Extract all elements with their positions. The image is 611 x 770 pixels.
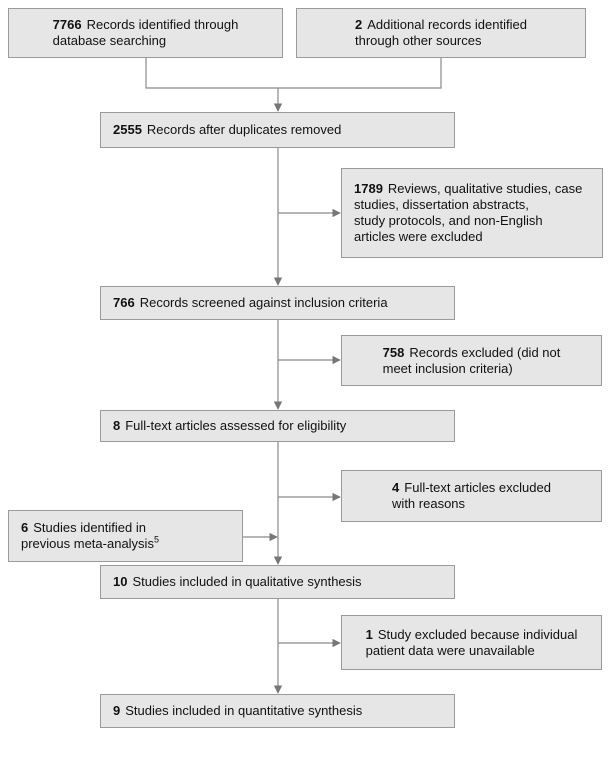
flow-box: 758 Records excluded (did not meet inclusi…: [341, 335, 602, 386]
count: 6: [21, 520, 29, 535]
box-text: 9 Studies included in quantitative synthe…: [113, 703, 362, 719]
box-text: 4 Full-text articles excluded with reasons: [392, 480, 551, 512]
text-line: study protocols, and non-English: [354, 213, 582, 229]
flow-box: 1789 Reviews, qualitative studies, case st…: [341, 168, 603, 258]
label: Studies included in qualitative synthesi…: [132, 574, 362, 589]
label: Records identified through: [86, 17, 239, 32]
text-line: 7766 Records identified through: [53, 17, 239, 33]
count: 9: [113, 703, 121, 718]
label: study protocols, and non-English: [354, 213, 543, 228]
label: studies, dissertation abstracts,: [354, 197, 529, 212]
flow-box: 10 Studies included in qualitative synthe…: [100, 565, 455, 599]
text-line: 9 Studies included in quantitative synthe…: [113, 703, 362, 719]
label: Records screened against inclusion crite…: [139, 295, 388, 310]
count: 2555: [113, 122, 142, 137]
label: Records excluded (did not: [409, 344, 561, 360]
label: meet inclusion criteria): [382, 360, 513, 376]
text-line: 10 Studies included in qualitative synthe…: [113, 574, 362, 590]
label: Additional records identified: [367, 17, 527, 32]
label: Reviews, qualitative studies, case: [387, 181, 583, 196]
text-line: studies, dissertation abstracts,: [354, 197, 582, 213]
text-line: 1 Study excluded because individual: [366, 627, 578, 643]
box-text: 1789 Reviews, qualitative studies, case st…: [354, 181, 582, 245]
text-line: 6 Studies identified in: [21, 520, 159, 536]
count: 2: [355, 17, 363, 32]
label: Studies included in quantitative synthes…: [125, 703, 363, 718]
count: 8: [113, 418, 121, 433]
text-line: previous meta-analysis5: [21, 534, 159, 552]
flow-box: 4 Full-text articles excluded with reasons: [341, 470, 602, 522]
label: database searching: [52, 33, 167, 48]
flow-box: 7766 Records identified through database s…: [8, 8, 283, 58]
count: 1789: [354, 181, 383, 196]
text-line: 1789 Reviews, qualitative studies, case: [354, 181, 582, 197]
label: Study excluded because individual: [377, 626, 578, 642]
count: 1: [365, 626, 373, 642]
text-line: database searching: [53, 33, 239, 49]
text-line: 4 Full-text articles excluded: [392, 480, 551, 496]
text-line: 2555 Records after duplicates removed: [113, 122, 341, 138]
box-text: 6 Studies identified in previous meta-anal…: [21, 520, 159, 552]
flow-box: 2555 Records after duplicates removed: [100, 112, 455, 148]
count: 4: [392, 480, 400, 495]
count: 10: [113, 574, 128, 589]
count: 758: [382, 344, 405, 360]
box-text: 766 Records screened against inclusion cr…: [113, 295, 388, 311]
text-line: meet inclusion criteria): [383, 361, 561, 377]
label: through other sources: [355, 33, 482, 48]
text-line: with reasons: [392, 496, 551, 512]
text-line: 8 Full-text articles assessed for eligibi…: [113, 418, 346, 434]
flow-box: 1 Study excluded because individual patien…: [341, 615, 602, 670]
label: patient data were unavailable: [365, 642, 535, 658]
merge-line: [145, 58, 442, 89]
label: Full-text articles excluded: [404, 480, 551, 495]
reference: 5: [153, 534, 159, 545]
text-line: through other sources: [355, 33, 527, 49]
text-line: 766 Records screened against inclusion cr…: [113, 295, 388, 311]
flow-box: 9 Studies included in quantitative synthe…: [100, 694, 455, 728]
box-text: 8 Full-text articles assessed for eligibi…: [113, 418, 346, 434]
label: Records after duplicates removed: [146, 122, 342, 137]
label: Studies identified in: [33, 520, 146, 535]
label: with reasons: [392, 496, 466, 511]
label: articles were excluded: [354, 229, 483, 244]
count: 7766: [52, 17, 82, 32]
box-text: 7766 Records identified through database s…: [53, 17, 239, 49]
box-text: 2 Additional records identified through ot…: [355, 17, 527, 49]
text-line: 2 Additional records identified: [355, 17, 527, 33]
flow-box: 8 Full-text articles assessed for eligibi…: [100, 410, 455, 442]
text-line: articles were excluded: [354, 229, 582, 245]
label: Full-text articles assessed for eligibil…: [125, 418, 347, 433]
text-line: 758 Records excluded (did not: [383, 345, 561, 361]
text-line: patient data were unavailable: [366, 643, 578, 659]
box-text: 2555 Records after duplicates removed: [113, 122, 341, 138]
flow-box: 766 Records screened against inclusion cr…: [100, 286, 455, 320]
box-text: 758 Records excluded (did not meet inclusi…: [383, 345, 561, 377]
box-text: 10 Studies included in qualitative synthe…: [113, 574, 362, 590]
count: 766: [113, 295, 135, 310]
label: previous meta-analysis: [21, 536, 154, 551]
box-text: 1 Study excluded because individual patien…: [366, 627, 578, 659]
flow-box: 6 Studies identified in previous meta-anal…: [8, 510, 243, 562]
flow-box: 2 Additional records identified through ot…: [296, 8, 586, 58]
